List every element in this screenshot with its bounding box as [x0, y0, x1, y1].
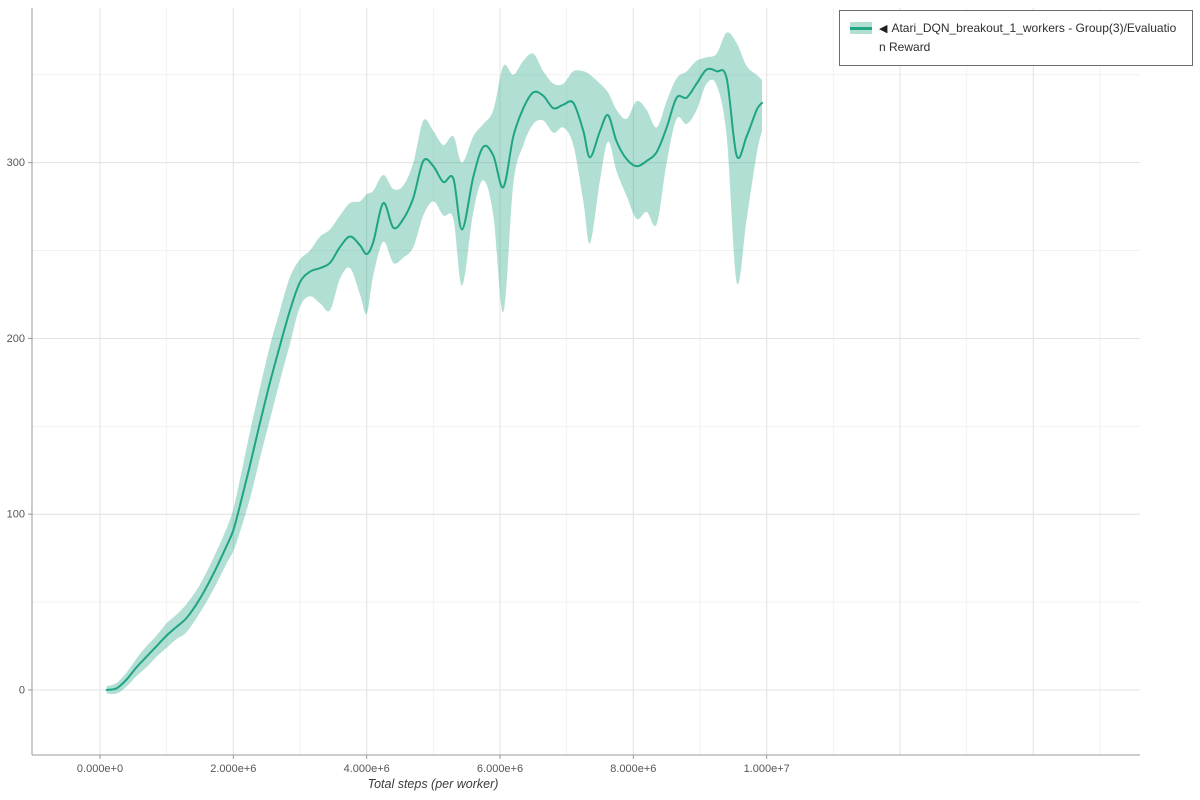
y-tick-label: 100: [7, 509, 25, 521]
series-line-swatch: [850, 27, 872, 30]
legend[interactable]: ◀ Atari_DQN_breakout_1_workers - Group(3)…: [839, 10, 1193, 66]
y-tick-label: 200: [7, 333, 25, 345]
mean-reward-line[interactable]: [105, 67, 763, 691]
x-tick-label: 8.000e+6: [610, 763, 656, 775]
x-tick-label: 2.000e+6: [210, 763, 256, 775]
y-tick-label: 0: [19, 684, 25, 696]
x-tick-label: 4.000e+6: [344, 763, 390, 775]
x-axis-title: Total steps (per worker): [367, 777, 499, 791]
x-tick-label: 0.000e+0: [77, 763, 123, 775]
series-color-marker: [850, 21, 872, 35]
legend-entry[interactable]: ◀ Atari_DQN_breakout_1_workers - Group(3)…: [879, 19, 1182, 57]
legend-collapse-icon[interactable]: ◀: [879, 23, 888, 35]
y-tick-label: 300: [7, 157, 25, 169]
x-tick-label: 6.000e+6: [477, 763, 523, 775]
x-tick-label: 1.000e+7: [744, 763, 790, 775]
confidence-band: [106, 32, 762, 695]
series-label: Atari_DQN_breakout_1_workers - Group(3)/…: [879, 21, 1177, 55]
